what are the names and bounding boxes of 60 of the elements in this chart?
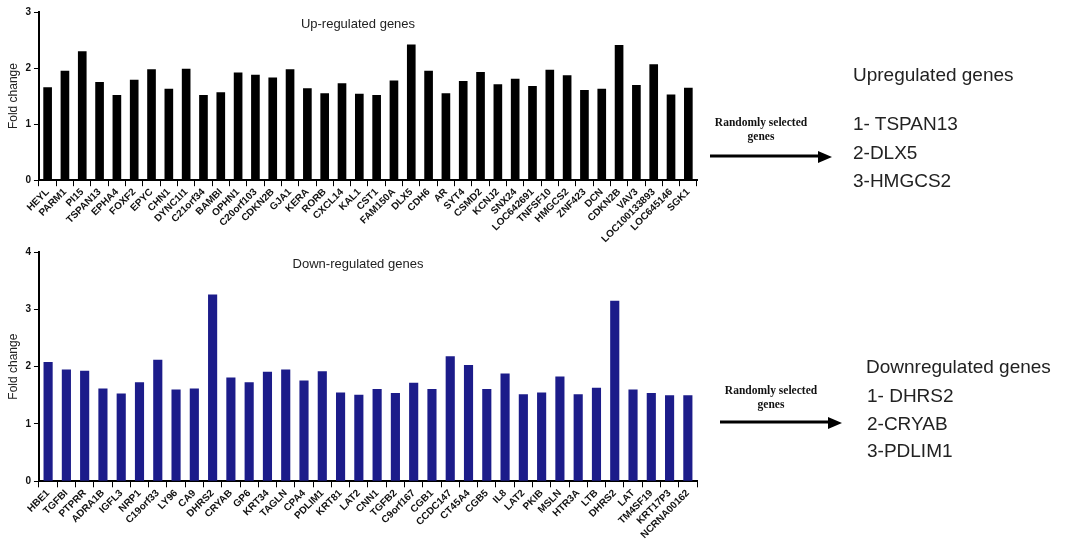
bar bbox=[281, 369, 291, 481]
bar bbox=[116, 393, 126, 481]
text: Upregulated genes bbox=[853, 64, 1014, 86]
bar bbox=[189, 388, 199, 481]
text: 1- TSPAN13 bbox=[853, 113, 958, 135]
chart-title: Up-regulated genes bbox=[300, 16, 416, 32]
y-axis-title: Fold change bbox=[5, 333, 20, 400]
bar bbox=[427, 389, 437, 481]
bar bbox=[555, 376, 565, 481]
bar bbox=[335, 392, 346, 481]
bar bbox=[80, 370, 90, 481]
bar bbox=[61, 369, 71, 481]
bar bbox=[98, 388, 108, 481]
y-tick-label: 1 bbox=[25, 117, 32, 129]
bar bbox=[226, 377, 236, 481]
y-tick-label: 0 bbox=[25, 475, 32, 487]
y-tick-label: 2 bbox=[25, 360, 32, 372]
y-tick-label: 2 bbox=[25, 61, 32, 73]
text: 3-HMGCS2 bbox=[853, 170, 952, 192]
text: Randomly selected genes bbox=[713, 115, 809, 143]
bar bbox=[299, 380, 309, 481]
chart-title: Down-regulated genes bbox=[292, 256, 424, 272]
bar bbox=[463, 364, 474, 481]
text: 2-CRYAB bbox=[867, 412, 948, 435]
bar bbox=[171, 389, 181, 481]
text: 2-DLX5 bbox=[853, 141, 918, 164]
bar bbox=[390, 393, 400, 481]
bar bbox=[43, 362, 53, 481]
bar bbox=[665, 395, 675, 481]
bar bbox=[610, 300, 620, 481]
bar bbox=[646, 393, 656, 481]
bar bbox=[354, 394, 364, 481]
bar bbox=[372, 389, 382, 481]
bar bbox=[591, 387, 602, 481]
bar bbox=[628, 389, 638, 481]
bar bbox=[683, 395, 693, 481]
y-tick-label: 1 bbox=[25, 417, 32, 429]
bar bbox=[134, 382, 145, 481]
bar bbox=[518, 394, 528, 481]
bar bbox=[244, 382, 254, 481]
y-axis-title: Fold change bbox=[5, 62, 20, 130]
bar bbox=[573, 394, 583, 481]
y-tick-label: 3 bbox=[25, 5, 32, 17]
bar bbox=[208, 294, 218, 481]
text: Randomly selected genes bbox=[723, 383, 819, 411]
y-tick-label: 4 bbox=[25, 245, 32, 257]
x-tick-label: IL8 bbox=[490, 486, 509, 506]
bar bbox=[262, 371, 273, 481]
bar bbox=[153, 359, 163, 481]
bar bbox=[537, 392, 547, 481]
text: 1- DHRS2 bbox=[867, 385, 954, 407]
text: 3-PDLIM1 bbox=[867, 440, 953, 462]
bar bbox=[500, 373, 510, 481]
bar bbox=[445, 356, 455, 481]
bar bbox=[482, 389, 492, 481]
y-tick-label: 0 bbox=[25, 173, 32, 185]
text: Downregulated genes bbox=[866, 356, 1051, 378]
bar bbox=[409, 382, 419, 481]
bar bbox=[317, 371, 327, 481]
y-tick-label: 3 bbox=[25, 303, 32, 315]
